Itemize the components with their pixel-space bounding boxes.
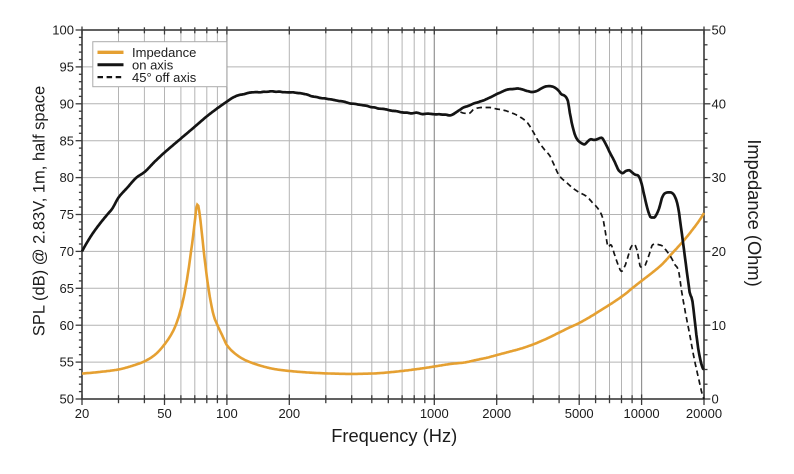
svg-text:55: 55 <box>60 355 74 370</box>
svg-text:40: 40 <box>712 96 726 111</box>
svg-text:Impedance: Impedance <box>132 45 196 60</box>
svg-text:on axis: on axis <box>132 57 174 72</box>
svg-text:100: 100 <box>216 406 238 421</box>
svg-text:60: 60 <box>60 318 74 333</box>
svg-text:100: 100 <box>52 23 74 38</box>
svg-text:75: 75 <box>60 207 74 222</box>
svg-text:10: 10 <box>712 318 726 333</box>
svg-text:5000: 5000 <box>565 406 594 421</box>
svg-text:65: 65 <box>60 281 74 296</box>
svg-text:Impedance (Ohm): Impedance (Ohm) <box>744 139 765 286</box>
svg-text:50: 50 <box>712 23 726 38</box>
svg-text:50: 50 <box>60 392 74 407</box>
svg-text:30: 30 <box>712 170 726 185</box>
svg-text:90: 90 <box>60 96 74 111</box>
svg-text:85: 85 <box>60 133 74 148</box>
svg-text:10000: 10000 <box>624 406 660 421</box>
svg-text:0: 0 <box>712 392 719 407</box>
svg-text:Frequency (Hz): Frequency (Hz) <box>331 425 457 446</box>
svg-text:45° off axis: 45° off axis <box>132 70 197 85</box>
svg-text:80: 80 <box>60 170 74 185</box>
svg-text:20000: 20000 <box>686 406 722 421</box>
svg-text:1000: 1000 <box>420 406 449 421</box>
svg-text:20: 20 <box>75 406 89 421</box>
svg-text:200: 200 <box>278 406 300 421</box>
svg-text:2000: 2000 <box>482 406 511 421</box>
svg-text:SPL (dB) @ 2.83V, 1m, half spa: SPL (dB) @ 2.83V, 1m, half space <box>31 86 49 336</box>
svg-text:20: 20 <box>712 244 726 259</box>
svg-text:95: 95 <box>60 60 74 75</box>
svg-text:50: 50 <box>157 406 171 421</box>
svg-text:70: 70 <box>60 244 74 259</box>
